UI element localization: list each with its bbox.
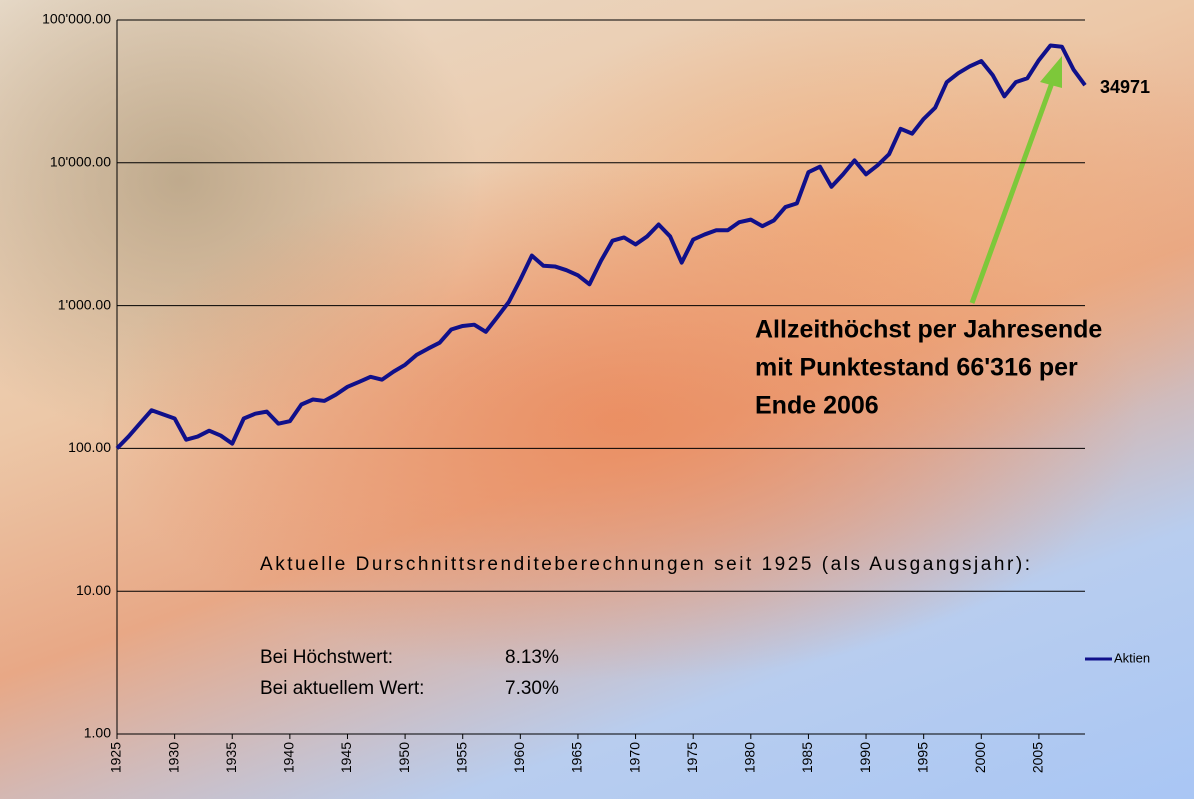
data-label: 34971	[1100, 77, 1150, 97]
y-tick-label: 10'000.00	[50, 154, 111, 170]
annotation: Ende 2006	[755, 392, 879, 420]
annotation: Allzeithöchst per Jahresende	[755, 316, 1102, 344]
x-tick-label: 1955	[453, 742, 469, 773]
y-tick-label: 100'000.00	[42, 11, 111, 27]
legend-label: Aktien	[1114, 650, 1150, 665]
x-tick-label: 2000	[972, 742, 988, 773]
arrow	[972, 80, 1053, 303]
x-tick-label: 1985	[799, 742, 815, 773]
chart: 1.00 10.00 100.00 1'000.00 10'000.00 100'000.…	[0, 0, 1194, 799]
stats-text: 8.13%	[505, 647, 559, 668]
x-tick-label: 1960	[511, 742, 527, 773]
x-tick-label: 1965	[569, 742, 585, 773]
y-tick-label: 100.00	[68, 439, 111, 455]
y-tick-label: 1.00	[84, 725, 111, 741]
stats-text: 7.30%	[505, 678, 559, 699]
y-tick-label: 10.00	[76, 582, 111, 598]
x-tick-label: 1925	[108, 742, 124, 773]
x-tick-label: 2005	[1030, 742, 1046, 773]
x-tick-label: 1930	[165, 742, 181, 773]
page: 1.00 10.00 100.00 1'000.00 10'000.00 100'000.…	[0, 0, 1194, 799]
x-tick-label: 1935	[223, 742, 239, 773]
x-tick-label: 1980	[742, 742, 758, 773]
y-tick-label: 1'000.00	[58, 296, 111, 312]
stats-text: Bei aktuellem Wert:	[260, 678, 424, 699]
arrow-head	[1040, 56, 1062, 88]
line-series	[117, 45, 1085, 448]
x-tick-label: 1945	[338, 742, 354, 773]
x-tick-label: 1950	[396, 742, 412, 773]
x-tick-label: 1970	[626, 742, 642, 773]
annotation: mit Punktestand 66'316 per	[755, 354, 1078, 382]
stats-text: Bei Höchstwert:	[260, 647, 393, 668]
x-tick-label: 1940	[281, 742, 297, 773]
x-tick-label: 1995	[914, 742, 930, 773]
x-tick-label: 1990	[857, 742, 873, 773]
x-tick-label: 1975	[684, 742, 700, 773]
stats-heading: Aktuelle Durschnittsrenditeberechnungen …	[260, 554, 1030, 575]
